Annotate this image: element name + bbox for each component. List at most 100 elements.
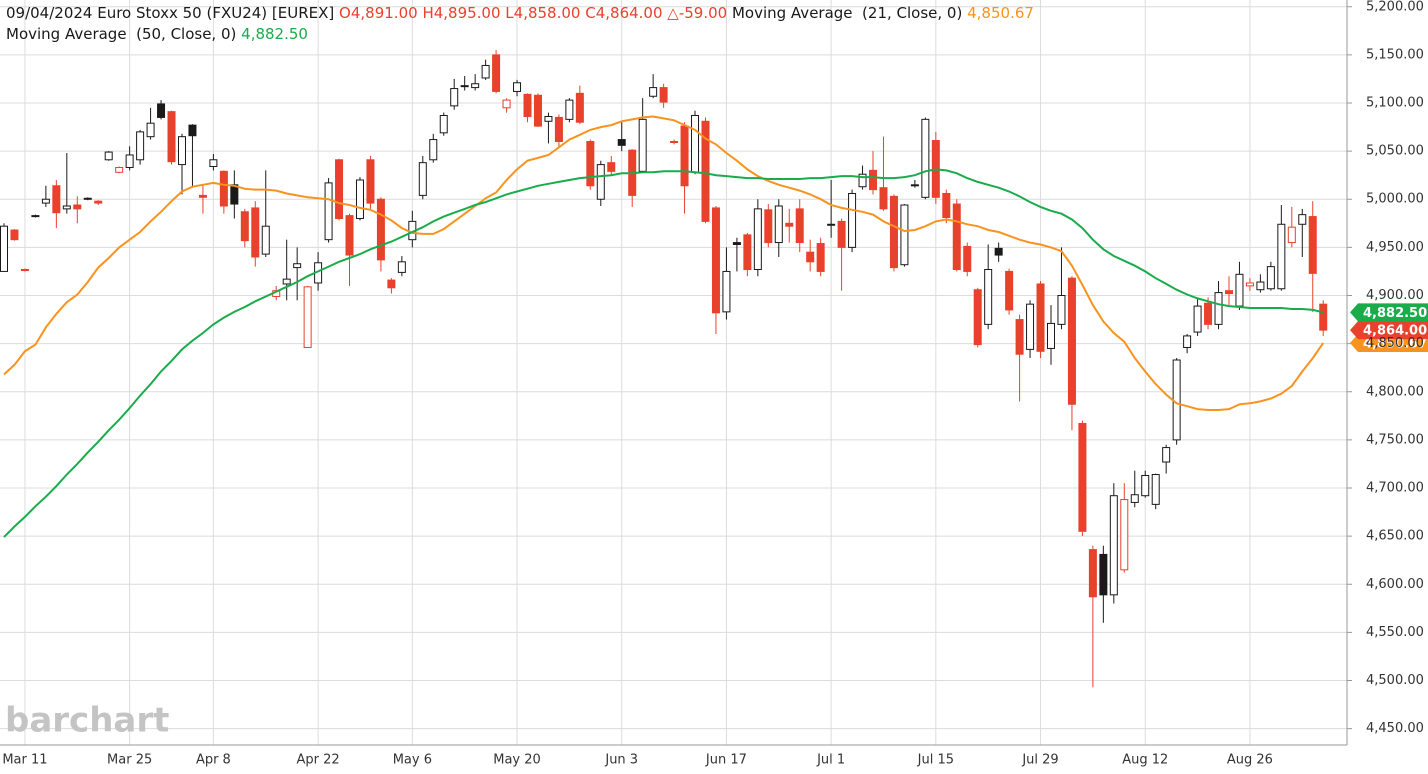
ma-name: Moving Average (50, Close, 0) — [6, 25, 237, 43]
candle-body — [387, 279, 396, 289]
candle-body — [73, 204, 82, 210]
candle-body — [52, 185, 61, 214]
price-tag-label: 4,882.50 — [1363, 306, 1427, 321]
candle-body — [31, 215, 40, 218]
candle-body — [115, 166, 124, 173]
y-tick-label: 5,000.00 — [1366, 192, 1424, 207]
marks — [0, 50, 1328, 688]
candle-body — [1235, 273, 1244, 307]
candle-body — [785, 222, 794, 227]
candle-body — [596, 164, 605, 200]
candle-body — [1308, 216, 1317, 274]
price-tags: 4,850.67 4,882.50 4,864.00 — [1350, 303, 1428, 352]
x-tick-label: May 20 — [493, 753, 541, 768]
candle-body — [1099, 553, 1108, 596]
candle-body — [230, 184, 239, 205]
candle-body — [136, 131, 145, 161]
candle-body — [1036, 283, 1045, 352]
candle-body — [1026, 303, 1035, 350]
candle-body — [1151, 474, 1160, 505]
candle-body — [261, 225, 270, 255]
y-tick-label: 4,450.00 — [1366, 721, 1424, 736]
price-tag-label: 4,864.00 — [1363, 324, 1427, 339]
candle-body — [10, 229, 19, 241]
x-tick-label: Jul 1 — [816, 753, 845, 768]
candle-body — [837, 220, 846, 248]
candle-body — [439, 115, 448, 134]
candle-body — [1015, 319, 1024, 355]
candle-body — [1204, 302, 1213, 325]
candle-body — [1266, 266, 1275, 290]
candle-body — [324, 182, 333, 241]
candle-body — [41, 198, 50, 204]
x-tick-label: Apr 22 — [297, 753, 340, 768]
ma-value: 4,850.67 — [967, 4, 1034, 22]
candle-body — [795, 208, 804, 244]
candle-body — [188, 124, 197, 137]
candle-body — [1224, 290, 1233, 295]
ma-name: Moving Average (21, Close, 0) — [731, 4, 963, 22]
ma-value: 4,882.50 — [241, 25, 308, 43]
candle-body — [806, 251, 815, 263]
candle-body — [502, 99, 511, 109]
candle-body — [889, 195, 898, 269]
candle-body — [0, 225, 8, 272]
price-tag — [1350, 321, 1428, 340]
candle-body — [345, 215, 354, 256]
candle-body — [952, 203, 961, 271]
candle-body — [827, 223, 836, 226]
y-tick-label: 4,600.00 — [1366, 577, 1424, 592]
x-tick-label: May 6 — [393, 753, 432, 768]
candle-body — [282, 278, 291, 285]
candle-body — [659, 87, 668, 103]
candle-body — [691, 115, 700, 173]
ohlc-value: H4,895.00 — [422, 4, 501, 22]
candle-body — [240, 211, 249, 242]
candle-body — [20, 269, 29, 272]
candle-body — [607, 162, 616, 172]
candle-body — [177, 136, 186, 166]
candle-body — [984, 269, 993, 325]
y-tick-label: 4,750.00 — [1366, 432, 1424, 447]
candle-body — [680, 125, 689, 187]
candle-body — [973, 289, 982, 346]
candle-body — [869, 169, 878, 191]
x-tick-label: Aug 12 — [1122, 753, 1168, 768]
candle-body — [921, 118, 930, 198]
candle-body — [209, 159, 218, 168]
x-tick-label: Mar 11 — [2, 753, 47, 768]
candle-body — [1109, 495, 1118, 596]
candle-body — [125, 154, 134, 168]
candle-body — [1183, 335, 1192, 348]
x-tick-label: Jul 15 — [917, 753, 954, 768]
x-tick-label: Jun 17 — [705, 753, 747, 768]
candle-body — [157, 103, 166, 118]
candle-body — [471, 83, 480, 89]
ohlc-value: C4,864.00 — [585, 4, 663, 22]
x-tick-label: Jul 29 — [1021, 753, 1058, 768]
candle-body — [910, 184, 919, 187]
moving-average-line — [3, 168, 1324, 538]
grid — [0, 0, 1352, 745]
candle-body — [753, 208, 762, 271]
candle-body — [1193, 305, 1202, 333]
candle-body — [858, 173, 867, 188]
candle-body — [533, 94, 542, 127]
candle-body — [743, 234, 752, 271]
ohlc-value: L4,858.00 — [505, 4, 581, 22]
candle-body — [879, 187, 888, 210]
candle-body — [544, 115, 553, 122]
candle-body — [198, 194, 207, 198]
y-tick-label: 5,100.00 — [1366, 95, 1424, 110]
ma-legend: Moving Average (21, Close, 0) 4,850.67 — [732, 4, 1034, 22]
candle-body — [460, 85, 469, 88]
candle-body — [418, 162, 427, 196]
candle-body — [638, 118, 647, 172]
candle-body — [1319, 303, 1328, 331]
candle-body — [1256, 281, 1265, 291]
ma-legend: Moving Average (50, Close, 0) 4,882.50 — [6, 25, 308, 43]
candle-body — [994, 247, 1003, 256]
y-tick-label: 5,150.00 — [1366, 47, 1424, 62]
